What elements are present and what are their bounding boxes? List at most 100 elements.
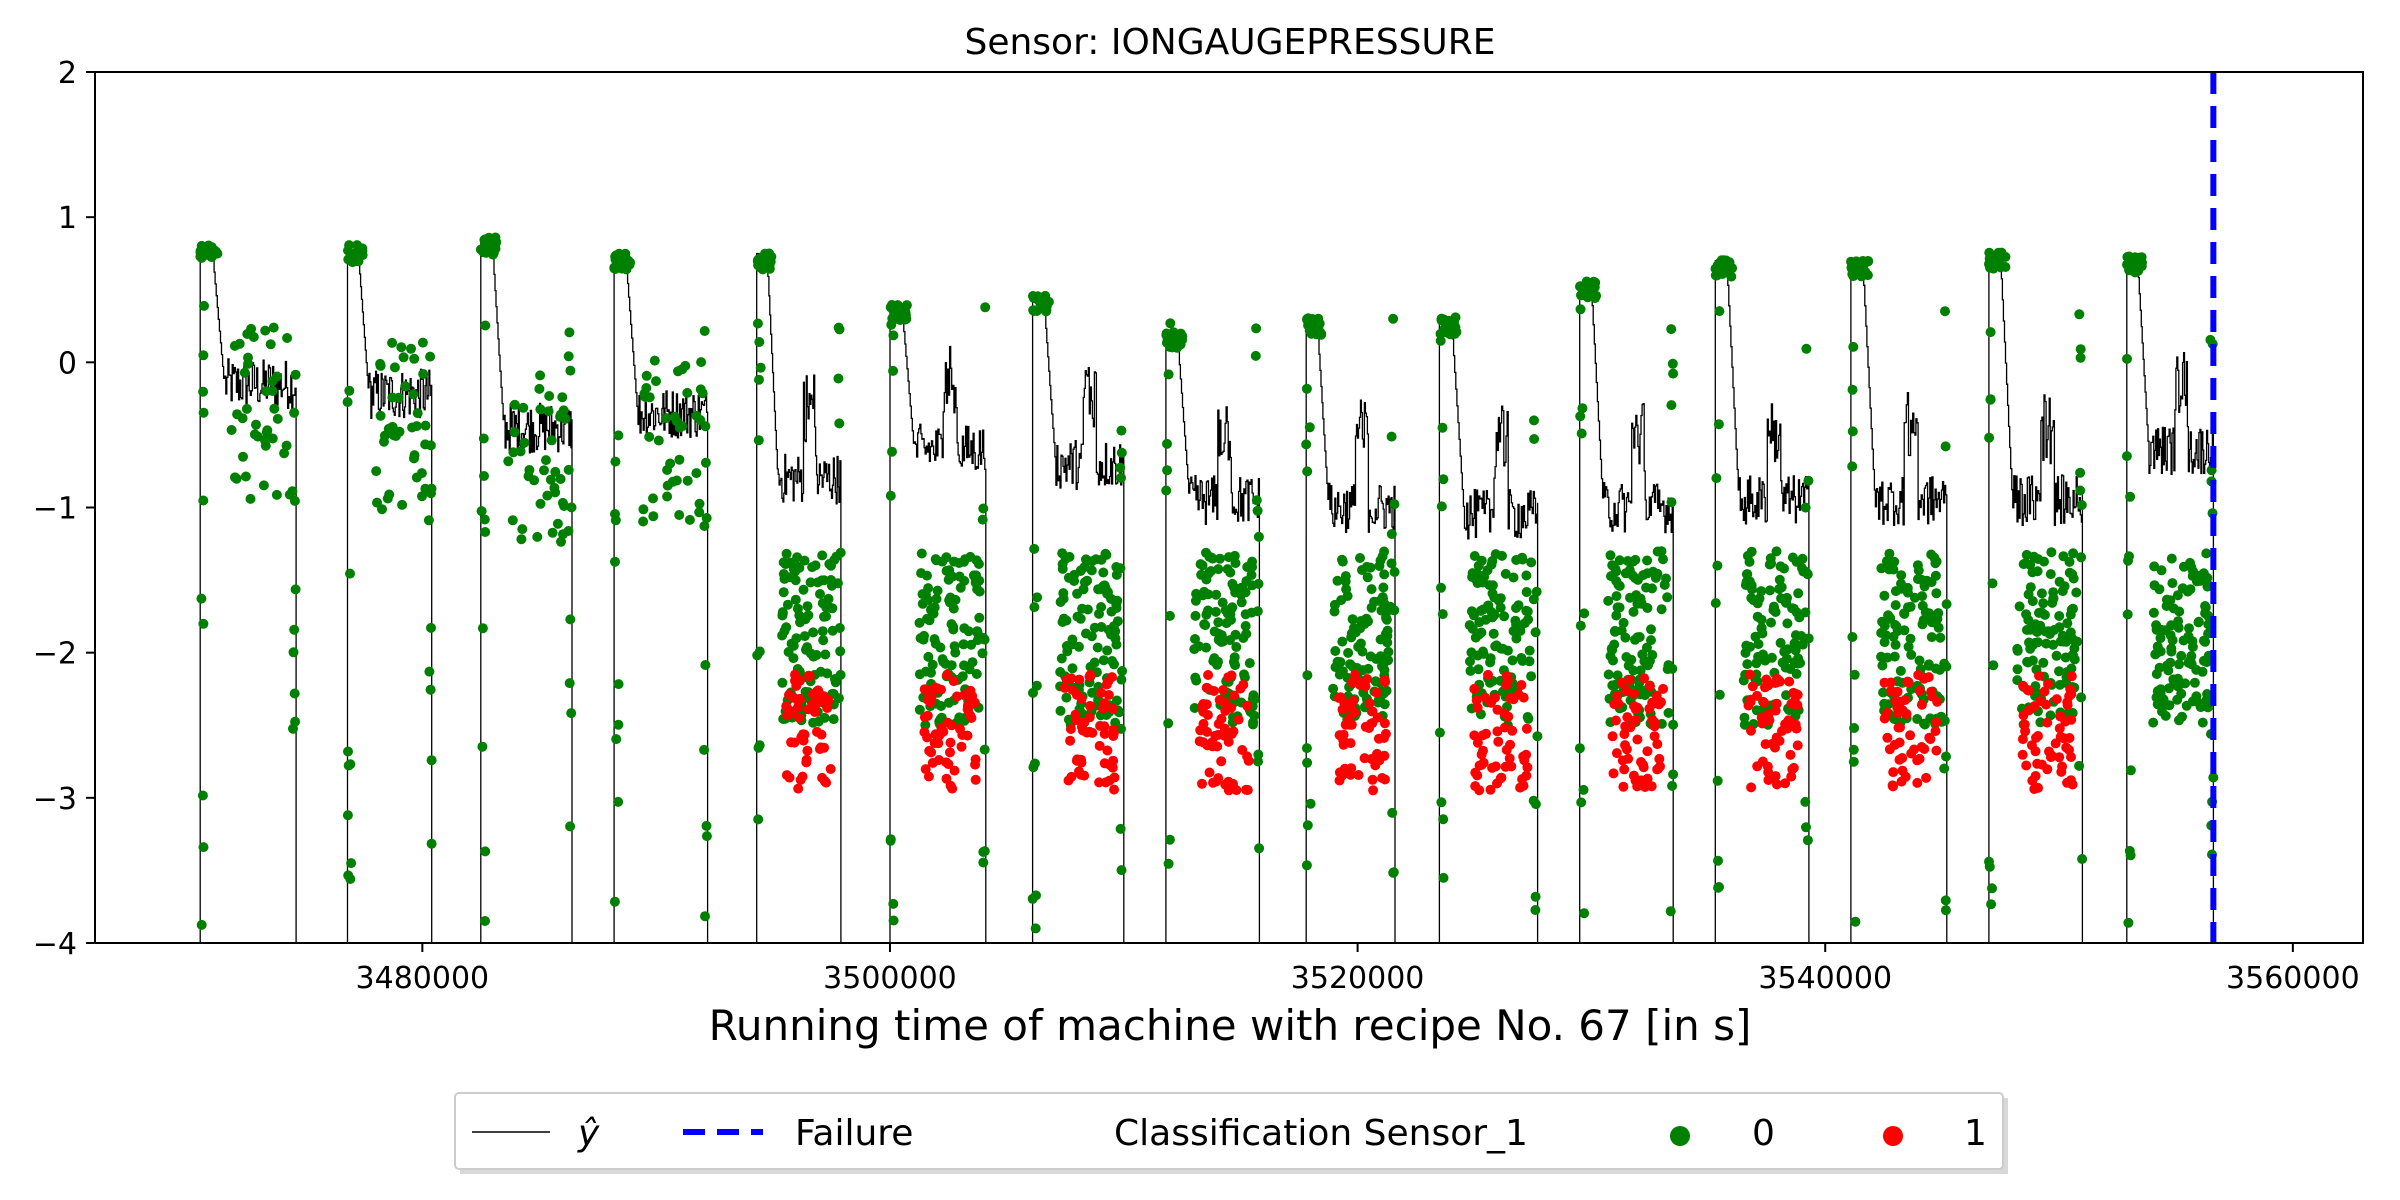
- class1-point: [1201, 682, 1212, 693]
- class0-point: [1756, 623, 1767, 634]
- class0-point: [1710, 598, 1721, 609]
- class0-point: [1714, 306, 1725, 317]
- class0-point: [1228, 656, 1239, 667]
- class1-point: [1242, 700, 1253, 711]
- class0-point: [1760, 655, 1771, 666]
- class1-point: [1203, 670, 1214, 680]
- class0-point: [2049, 625, 2060, 635]
- class0-point: [545, 474, 556, 485]
- class0-point: [1896, 570, 1907, 581]
- class0-point: [1802, 835, 1813, 846]
- class0-point: [1438, 474, 1449, 485]
- class0-point: [398, 352, 409, 363]
- class0-point: [2068, 548, 2079, 559]
- class1-point: [1618, 781, 1629, 792]
- class0-point: [790, 594, 801, 605]
- class0-point: [818, 635, 829, 646]
- class0-point: [1362, 572, 1373, 583]
- class0-point: [1984, 253, 1995, 264]
- class0-point: [700, 911, 710, 922]
- class1-point: [2017, 734, 2028, 745]
- class0-point: [1089, 657, 1100, 668]
- class0-point: [1500, 568, 1511, 579]
- class0-point: [2075, 467, 2086, 478]
- class1-point: [1380, 677, 1391, 687]
- class0-point: [1213, 564, 1224, 575]
- class0-point: [2124, 845, 2135, 856]
- class0-point: [1028, 762, 1039, 773]
- class1-point: [1518, 780, 1529, 791]
- class0-point: [1860, 267, 1871, 278]
- class0-point: [609, 896, 620, 907]
- class0-point: [1081, 554, 1091, 565]
- class0-point: [888, 898, 899, 909]
- class0-point: [1774, 584, 1785, 594]
- class0-point: [284, 489, 295, 500]
- class0-point: [408, 389, 419, 400]
- class0-point: [2148, 607, 2159, 618]
- class0-point: [1224, 635, 1235, 646]
- class0-point: [1781, 653, 1792, 664]
- class0-point: [802, 642, 813, 653]
- class0-point: [1849, 723, 1860, 733]
- class0-point: [682, 387, 693, 398]
- class0-point: [1115, 823, 1126, 834]
- class1-point: [2066, 752, 2076, 762]
- class0-point: [639, 391, 650, 402]
- class1-point: [934, 755, 944, 765]
- class1-point: [1925, 734, 1936, 745]
- class1-point: [1373, 733, 1384, 744]
- class1-point: [1617, 755, 1628, 766]
- class0-point: [267, 433, 278, 444]
- class1-point: [1107, 703, 1118, 714]
- class1-point: [1211, 776, 1221, 787]
- class1-point: [1364, 698, 1375, 709]
- class0-point: [198, 495, 209, 506]
- class0-point: [1719, 267, 1730, 278]
- class0-point: [1515, 625, 1526, 636]
- class0-point: [701, 831, 712, 842]
- class0-point: [2039, 556, 2049, 567]
- class0-point: [1793, 588, 1804, 599]
- class0-point: [2205, 334, 2216, 345]
- class1-point: [1109, 772, 1120, 783]
- class0-point: [196, 919, 207, 930]
- class0-point: [509, 427, 520, 438]
- class0-point: [674, 422, 685, 433]
- class0-point: [343, 245, 353, 256]
- class1-point: [1771, 779, 1782, 790]
- class1-point: [1372, 748, 1382, 759]
- class0-point: [2014, 601, 2025, 612]
- class0-point: [2165, 630, 2176, 641]
- class0-point: [1250, 350, 1261, 361]
- x-tick-label: 3560000: [2226, 961, 2360, 996]
- class0-point: [1891, 621, 1902, 632]
- class0-point: [1742, 659, 1753, 670]
- class0-point: [2055, 636, 2066, 647]
- class0-point: [959, 556, 969, 567]
- class1-point: [1079, 717, 1090, 728]
- class1-point: [1085, 700, 1095, 711]
- legend-class1-swatch: [1883, 1126, 1903, 1146]
- class0-point: [613, 796, 624, 807]
- class1-point: [1747, 681, 1758, 692]
- class0-point: [1652, 546, 1663, 557]
- class0-point: [1470, 632, 1481, 643]
- class0-point: [1497, 550, 1507, 561]
- class0-point: [1906, 649, 1917, 660]
- class0-point: [777, 607, 788, 618]
- class1-point: [1347, 677, 1358, 688]
- class0-point: [1098, 655, 1109, 666]
- class0-point: [2076, 552, 2087, 563]
- class1-point: [781, 770, 792, 781]
- class0-point: [1469, 551, 1480, 561]
- class1-point: [1220, 705, 1231, 716]
- class1-point: [1219, 723, 1230, 734]
- class0-point: [2059, 581, 2070, 592]
- class1-point: [922, 732, 933, 743]
- class0-point: [1917, 591, 1928, 602]
- class0-point: [396, 342, 407, 353]
- class1-point: [1202, 710, 1213, 720]
- class0-point: [2021, 609, 2032, 620]
- class0-point: [641, 383, 652, 393]
